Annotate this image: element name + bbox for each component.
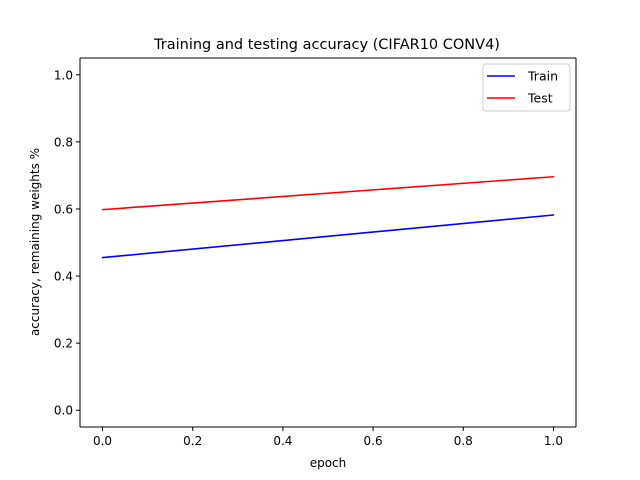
x-tick-label: 0.2 [183,434,202,448]
x-axis-label: epoch [310,456,347,470]
series-line-test [102,175,554,211]
y-tick-label: 0.4 [54,270,73,284]
series-line-train [102,214,554,259]
y-axis-label: accuracy, remaining weights % [28,148,42,336]
x-tick-label: 0.6 [364,434,383,448]
series-lines [101,175,555,259]
x-tick-label: 0.4 [273,434,292,448]
data-point-test-1 [552,175,555,178]
x-tick-label: 0.0 [93,434,112,448]
x-tick-label: 1.0 [544,434,563,448]
legend: Train Test [482,63,571,112]
y-tick-label: 0.8 [54,135,73,149]
y-tick-label: 0.0 [54,404,73,418]
data-point-train-0 [101,256,104,259]
axes: 0.0 0.2 0.4 0.6 0.8 1.0 0.0 0.2 0.4 0.6 0.8 1.0 [54,57,577,448]
y-tick-label: 0.2 [54,337,73,351]
legend-label-test: Test [527,91,553,106]
data-point-train-1 [552,214,555,216]
data-point-test-0 [101,208,104,211]
y-tick-label: 1.0 [54,68,73,82]
y-tick-label: 0.6 [54,202,73,216]
plot-background [80,58,576,427]
chart-title: Training and testing accuracy (CIFAR10 C… [153,37,500,53]
x-tick-label: 0.8 [454,434,473,448]
plot-area [80,58,576,427]
legend-label-train: Train [527,69,558,84]
